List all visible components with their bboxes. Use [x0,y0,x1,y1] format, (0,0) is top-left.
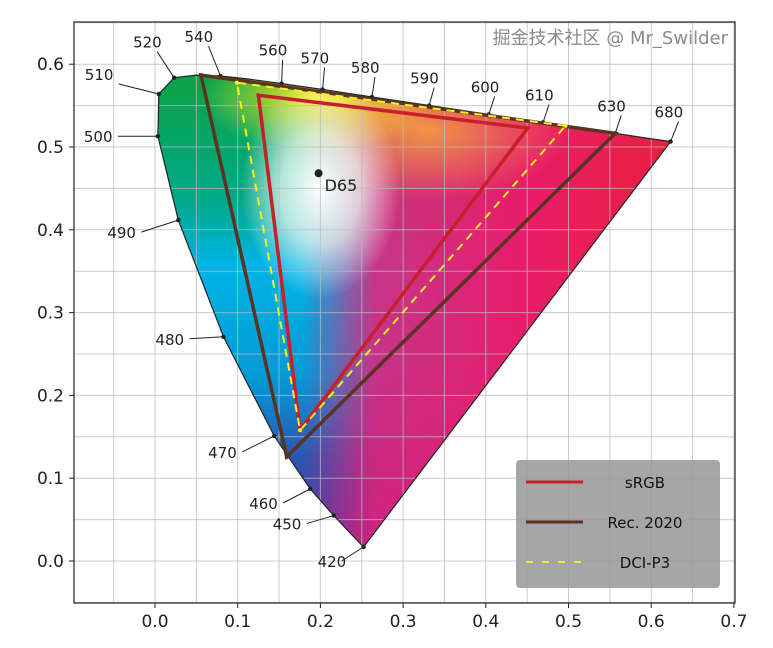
white-point: D65 [314,169,358,195]
x-tick-label: 0.3 [390,612,417,632]
x-tick-label: 0.2 [307,612,334,632]
wavelength-leader [241,435,275,453]
wavelength-marker [308,486,313,492]
primary-marker [563,123,568,128]
gamut-triangles [198,73,620,461]
wavelength-label: 490 [107,224,136,242]
wavelength-leader [118,83,159,95]
wavelength-label: 560 [259,42,288,60]
primary-marker [613,131,618,136]
wavelength-leader [306,515,334,525]
wavelength-leader [614,115,622,134]
wavelength-leader [341,546,364,562]
wavelength-label: 630 [597,97,626,115]
wavelength-label: 500 [84,128,113,146]
wavelength-leader [322,67,326,90]
primary-marker [525,126,530,131]
wavelength-leader [282,488,311,504]
axis-ticks: 0.0 0.1 0.2 0.3 0.4 0.5 0.6 0.7 0.0 0.1 0.2 0.3 0.4 0… [37,55,747,632]
x-tick-label: 0.6 [638,612,665,632]
x-tick-label: 0.5 [555,612,582,632]
y-tick-label: 0.4 [37,221,64,241]
y-tick-label: 0.0 [37,552,64,572]
primary-marker [284,454,289,459]
primary-marker [256,93,261,98]
legend-label: DCI-P3 [620,554,670,572]
wavelength-label: 590 [410,70,439,88]
d65-marker [314,169,323,178]
y-tick-label: 0.2 [37,386,64,406]
wavelength-label: 470 [208,444,237,462]
wavelength-leader [141,219,179,233]
primary-marker [234,80,239,85]
d65-label: D65 [325,176,358,195]
wavelength-leader [542,104,550,123]
wavelength-leader [428,87,435,106]
primary-marker [298,428,303,433]
wavelength-label: 580 [351,59,380,77]
wavelength-leader [208,45,221,77]
wavelength-label: 460 [249,495,278,513]
wavelength-leader [281,59,284,84]
wavelength-leader [156,51,175,78]
wavelength-label: 480 [155,331,184,349]
x-tick-label: 0.7 [720,612,747,632]
wavelength-marker [156,91,162,97]
x-tick-label: 0.4 [472,612,499,632]
wavelength-label: 600 [471,78,500,96]
grid [74,22,735,603]
wavelength-leader [488,96,496,115]
wavelength-label: 520 [133,34,162,52]
watermark: 掘金技术社区 @ Mr_Swilder [493,28,729,49]
y-tick-label: 0.5 [37,138,64,158]
wavelength-leader [189,336,224,340]
wavelength-label: 450 [273,516,302,534]
wavelength-leader [670,121,680,142]
primary-marker [198,73,203,78]
wavelength-label: 510 [85,66,114,84]
wavelength-label: 420 [318,553,347,571]
gamut-srgb [256,93,531,435]
y-tick-label: 0.1 [37,469,64,489]
wavelength-leader [371,76,376,98]
legend: sRGB Rec. 2020 DCI-P3 [516,460,720,588]
wavelength-label: 610 [525,86,554,104]
y-tick-label: 0.3 [37,304,64,324]
wavelength-label: 680 [655,104,684,122]
gamut-dci-p3 [235,81,568,433]
wavelength-label: 570 [301,50,330,68]
legend-label: sRGB [625,474,665,492]
x-tick-label: 0.1 [224,612,251,632]
x-tick-label: 0.0 [141,612,168,632]
legend-box [516,460,720,588]
legend-label: Rec. 2020 [608,514,683,532]
wavelength-label: 540 [184,28,213,46]
y-tick-label: 0.6 [37,55,64,75]
